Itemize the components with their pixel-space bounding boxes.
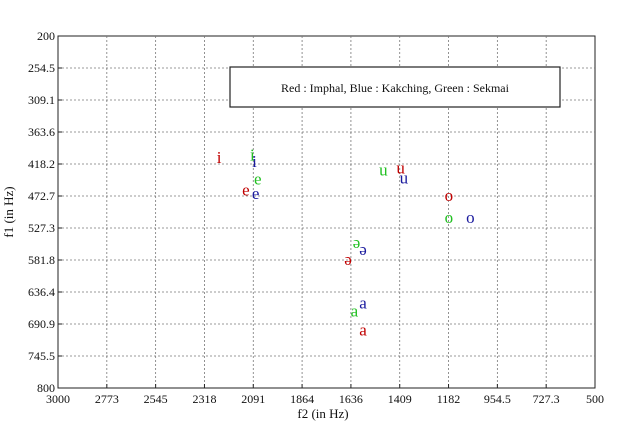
y-tick-label: 636.4: [28, 285, 55, 299]
vowel-point-sekmai: i: [250, 146, 255, 165]
y-tick-label: 472.7: [28, 189, 55, 203]
vowel-point-sekmai: o: [445, 208, 454, 227]
x-tick-label: 2318: [192, 392, 216, 406]
legend: Red : Imphal, Blue : Kakching, Green : S…: [229, 66, 561, 108]
x-tick-label: 954.5: [484, 392, 511, 406]
y-tick-label: 800: [37, 381, 55, 395]
x-tick-label: 1182: [437, 392, 461, 406]
vowel-point-imphal: e: [242, 180, 250, 199]
y-tick-label: 363.6: [28, 125, 55, 139]
y-tick-label: 254.5: [28, 61, 55, 75]
x-tick-label: 2545: [144, 392, 168, 406]
x-tick-label: 1864: [290, 392, 314, 406]
x-tick-label: 2091: [241, 392, 265, 406]
vowel-point-sekmai: e: [254, 170, 262, 189]
x-tick-label: 2773: [95, 392, 119, 406]
y-tick-label: 745.5: [28, 349, 55, 363]
vowel-point-sekmai: ə: [353, 233, 361, 252]
x-axis-label: f2 (in Hz): [297, 406, 348, 421]
x-tick-label: 500: [586, 392, 604, 406]
series-sekmai: ie u o ə a: [250, 146, 453, 321]
vowel-point-sekmai: u: [379, 160, 388, 179]
y-tick-label: 581.8: [28, 253, 55, 267]
x-tick-label: 1409: [388, 392, 412, 406]
vowel-point-imphal: a: [359, 321, 367, 340]
y-tick-label: 418.2: [28, 157, 55, 171]
x-tick-label: 727.3: [533, 392, 560, 406]
x-tick-label: 3000: [46, 392, 70, 406]
vowel-point-imphal: u: [396, 159, 405, 178]
y-axis-label: f1 (in Hz): [1, 186, 16, 237]
legend-box: [229, 66, 561, 108]
vowel-point-imphal: ə: [344, 250, 352, 269]
series-kakching: ie u o ə a: [252, 152, 475, 312]
y-tick-label: 690.9: [28, 317, 55, 331]
vowel-point-kakching: u: [400, 169, 409, 188]
y-tick-label: 200: [37, 29, 55, 43]
vowel-point-kakching: o: [466, 208, 475, 227]
tick-labels: 3000 2773 2545 2318 2091 1864 1636 1409 1182 954.…: [28, 29, 604, 406]
vowel-point-kakching: ə: [359, 240, 367, 259]
legend-text: Red : Imphal, Blue : Kakching, Green : S…: [281, 81, 510, 95]
vowel-point-kakching: e: [252, 184, 260, 203]
vowel-point-imphal: i: [217, 148, 222, 167]
y-tick-label: 309.1: [28, 93, 55, 107]
y-tick-label: 527.3: [28, 221, 55, 235]
vowel-point-sekmai: a: [351, 302, 359, 321]
vowel-point-kakching: i: [252, 152, 257, 171]
vowel-point-kakching: a: [359, 294, 367, 313]
vowel-point-imphal: o: [445, 186, 454, 205]
x-tick-label: 1636: [339, 392, 363, 406]
